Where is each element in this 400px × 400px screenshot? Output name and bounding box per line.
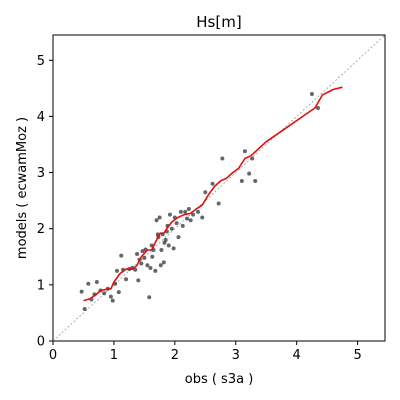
data-point xyxy=(145,263,150,268)
data-point xyxy=(200,215,205,220)
data-point xyxy=(108,294,113,299)
data-point xyxy=(148,266,153,271)
data-point xyxy=(119,253,124,258)
y-tick-label: 1 xyxy=(37,278,45,293)
plot-area xyxy=(52,34,386,342)
x-tick-label: 3 xyxy=(232,348,240,363)
data-point xyxy=(183,209,188,214)
data-point xyxy=(309,91,314,96)
data-point xyxy=(114,268,119,273)
data-point xyxy=(140,249,145,254)
y-tick-label: 0 xyxy=(37,335,45,350)
data-point xyxy=(142,255,147,260)
y-tick-label: 3 xyxy=(37,166,45,181)
x-axis-label: obs ( s3a ) xyxy=(185,372,254,387)
y-tick-label: 2 xyxy=(37,222,45,237)
x-tick-label: 5 xyxy=(353,348,361,363)
y-axis-label: models ( ecwamMoz ) xyxy=(15,117,30,259)
data-point xyxy=(79,289,84,294)
x-tick-label: 4 xyxy=(293,348,301,363)
data-point xyxy=(139,261,144,266)
data-point xyxy=(191,212,196,217)
data-point xyxy=(169,226,174,231)
data-point xyxy=(185,216,190,221)
data-point xyxy=(110,298,115,303)
data-point xyxy=(178,209,183,214)
data-point xyxy=(158,263,163,268)
data-point xyxy=(171,246,176,251)
data-point xyxy=(94,280,99,285)
data-point xyxy=(253,178,258,183)
data-point xyxy=(147,295,152,300)
data-point xyxy=(195,209,200,214)
data-point xyxy=(242,149,247,154)
data-point xyxy=(216,201,221,206)
data-point xyxy=(150,254,155,259)
fit-line xyxy=(83,86,343,302)
data-point xyxy=(161,260,166,265)
data-point xyxy=(82,306,87,311)
data-point xyxy=(157,215,162,220)
data-point xyxy=(166,243,171,248)
data-point xyxy=(210,181,215,186)
data-point xyxy=(135,251,140,256)
x-axis-ticks: 0 1 2 3 4 5 xyxy=(49,341,362,363)
y-tick-label: 4 xyxy=(37,110,45,125)
x-tick-label: 0 xyxy=(49,348,57,363)
data-point xyxy=(180,223,185,228)
data-point xyxy=(188,218,193,223)
data-point xyxy=(163,237,168,242)
x-tick-label: 1 xyxy=(110,348,118,363)
data-point xyxy=(315,105,320,110)
data-point xyxy=(102,291,107,296)
data-point xyxy=(86,281,91,286)
data-point xyxy=(247,171,252,176)
data-point xyxy=(174,221,179,226)
y-axis-ticks: 0 1 2 3 4 5 xyxy=(37,54,53,350)
data-point xyxy=(116,290,121,295)
data-point xyxy=(176,235,181,240)
data-point xyxy=(250,156,255,161)
data-point xyxy=(153,268,158,273)
data-point xyxy=(136,278,141,283)
reference-line xyxy=(52,34,386,342)
data-point xyxy=(186,207,191,212)
data-point xyxy=(159,248,164,253)
data-point xyxy=(239,178,244,183)
data-point xyxy=(133,267,138,272)
scatter-points xyxy=(79,91,320,311)
data-point xyxy=(220,156,225,161)
data-point xyxy=(203,190,208,195)
chart-title: Hs[m] xyxy=(196,13,241,31)
x-tick-label: 2 xyxy=(171,348,179,363)
data-point xyxy=(167,212,172,217)
data-point xyxy=(154,218,159,223)
y-tick-label: 5 xyxy=(37,54,45,69)
data-point xyxy=(124,277,129,282)
